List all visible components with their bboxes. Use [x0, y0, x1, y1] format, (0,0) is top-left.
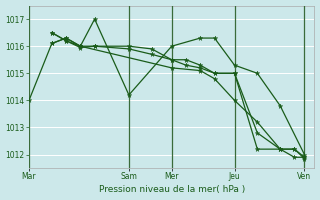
X-axis label: Pression niveau de la mer( hPa ): Pression niveau de la mer( hPa ): [99, 185, 245, 194]
